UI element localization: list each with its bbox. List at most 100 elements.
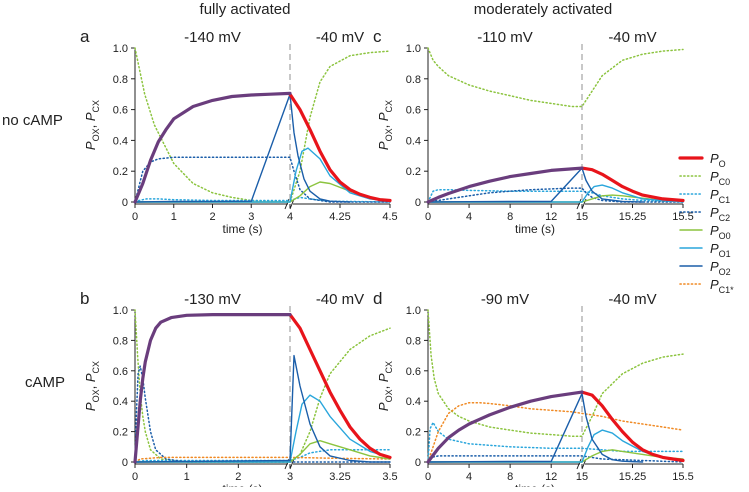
legend-label-main: P	[710, 169, 719, 184]
x-axis-title-c: time (s)	[515, 222, 555, 236]
legend-label-main: P	[710, 205, 719, 220]
legend-label-sub: C2	[719, 213, 731, 223]
series-PO-b	[288, 313, 392, 459]
y-tick-label-c: 0.2	[406, 166, 421, 178]
legend-label-main: P	[710, 259, 719, 274]
x-tick-label-d: 4	[466, 471, 472, 483]
series-PO1-a	[134, 147, 391, 203]
x-tick-label-d: 15.25	[619, 471, 647, 483]
voltage-label-left-a: -140 mV	[184, 29, 241, 46]
series-PO2-a	[134, 93, 351, 203]
x-tick-label-b: 3	[287, 471, 293, 483]
legend-label-main: P	[710, 277, 719, 292]
series-PC0-d	[427, 309, 684, 437]
y-axis-title-part: CX	[384, 100, 394, 113]
legend-label-main: P	[710, 187, 719, 202]
y-tick-label-c: 1.0	[406, 43, 421, 55]
legend-label-sub: O	[719, 159, 726, 169]
x-tick-label-c: 4	[466, 211, 472, 223]
voltage-label-right-a: -40 mV	[316, 29, 364, 46]
y-axis-title-part: P	[376, 141, 391, 150]
legend-label-PC1star: PC1*	[710, 277, 734, 295]
y-tick-label-a: 0.4	[113, 135, 128, 147]
legend-label-sub: C1*	[719, 285, 735, 295]
series-PC0-a	[134, 47, 391, 203]
legend-label-PO: PO	[710, 151, 726, 169]
series-PO1-c	[427, 184, 684, 203]
y-axis-title-d: POX, PCX	[376, 361, 394, 411]
x-tick-label-a: 4	[287, 211, 293, 223]
y-tick-label-b: 1.0	[113, 305, 128, 317]
y-tick-label-d: 0.2	[406, 427, 421, 439]
series-PO2-c	[427, 167, 644, 203]
y-tick-label-a: 0.8	[113, 74, 128, 86]
header-fully-activated: fully activated	[200, 1, 291, 18]
y-axis-title-part: P	[83, 141, 98, 150]
series-PC1-d	[427, 421, 684, 463]
y-tick-label-c: 0.8	[406, 74, 421, 86]
y-axis-title-part: CX	[384, 361, 394, 374]
series-PC2-b	[134, 365, 391, 463]
y-axis-title-part: ,	[376, 382, 391, 389]
x-tick-label-b: 1	[184, 471, 190, 483]
y-axis-title-part: OX	[384, 128, 394, 141]
y-tick-label-d: 0.6	[406, 366, 421, 378]
legend-label-sub: C1	[719, 195, 731, 205]
x-tick-label-c: 0	[425, 211, 431, 223]
y-tick-label-a: 0.6	[113, 105, 128, 117]
panel-letter-a: a	[80, 27, 90, 46]
y-tick-label-c: 0.4	[406, 135, 421, 147]
series-PC2-a	[134, 156, 391, 203]
y-tick-label-b: 0.4	[113, 396, 128, 408]
y-tick-label-c: 0	[415, 197, 421, 209]
series-PC1star-d	[427, 401, 684, 463]
voltage-label-left-d: -90 mV	[481, 291, 529, 308]
voltage-label-left-c: -110 mV	[477, 29, 533, 46]
x-axis-title-b: time (s)	[223, 482, 263, 487]
panel-letter-c: c	[373, 27, 382, 46]
x-tick-label-c: 15.25	[619, 211, 647, 223]
y-tick-label-c: 0.6	[406, 105, 421, 117]
x-tick-label-d: 0	[425, 471, 431, 483]
x-tick-label-b: 2	[235, 471, 241, 483]
y-tick-label-d: 0.4	[406, 396, 421, 408]
legend-label-PC0: PC0	[710, 169, 730, 187]
y-axis-title-part: ,	[83, 121, 98, 128]
x-tick-label-b: 0	[132, 471, 138, 483]
y-tick-label-a: 1.0	[113, 43, 128, 55]
y-axis-title-part: P	[83, 402, 98, 411]
legend-label-sub: O2	[719, 267, 731, 277]
series-PC1star-b	[134, 456, 391, 463]
y-axis-title-part: ,	[83, 382, 98, 389]
voltage-label-left-b: -130 mV	[184, 291, 241, 308]
x-tick-label-d: 15.5	[672, 471, 693, 483]
row-label-no-camp: no cAMP	[2, 112, 63, 129]
series-sum-a	[133, 91, 292, 204]
y-axis-title-c: POX, PCX	[376, 100, 394, 150]
y-axis-title-part: P	[376, 373, 391, 382]
series-PO2-d	[427, 392, 644, 463]
legend-label-sub: O1	[719, 249, 731, 259]
panel-letter-b: b	[80, 289, 89, 308]
legend-label-PO0: PO0	[710, 223, 731, 241]
series-sum-b	[133, 313, 292, 464]
y-axis-title-part: P	[376, 402, 391, 411]
legend-label-PC2: PC2	[710, 205, 730, 223]
y-axis-title-part: CX	[91, 361, 101, 374]
series-PC1-c	[427, 188, 684, 203]
panel-letter-d: d	[373, 289, 382, 308]
y-axis-title-part: P	[376, 112, 391, 121]
x-tick-label-d: 12	[545, 471, 557, 483]
y-axis-title-part: CX	[91, 100, 101, 113]
legend-label-sub: C0	[719, 177, 731, 187]
series-sum-c	[426, 166, 584, 204]
x-tick-label-d: 15	[576, 471, 588, 483]
x-tick-label-a: 3	[248, 211, 254, 223]
x-tick-label-c: 8	[507, 211, 513, 223]
series-PO-c	[580, 166, 685, 203]
